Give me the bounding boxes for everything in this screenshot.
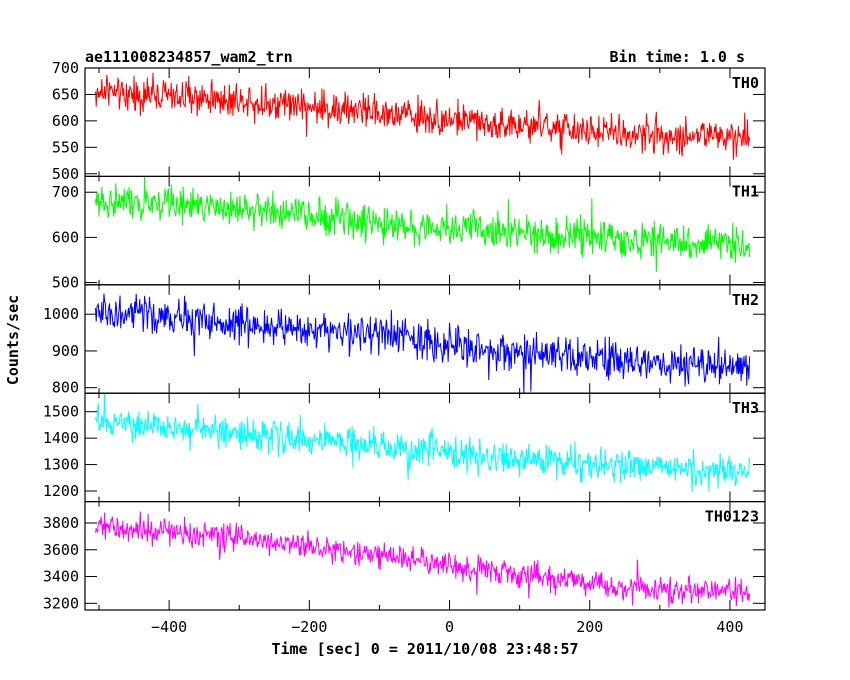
x-tick-label: −400 xyxy=(151,618,187,636)
x-tick-label: 400 xyxy=(716,618,743,636)
panel-th0123: 3200 3400 3600 3800 TH0123 xyxy=(43,501,766,612)
y-tick-label: 3600 xyxy=(43,541,79,559)
y-tick-label: 550 xyxy=(52,138,79,156)
x-tick-label: 0 xyxy=(445,618,454,636)
y-tick-label: 1200 xyxy=(43,482,79,500)
y-tick-label: 500 xyxy=(52,274,79,292)
panel-label-th3: TH3 xyxy=(732,399,759,417)
y-tick-label: 1000 xyxy=(43,305,79,323)
panel-th3: 1200 1300 1400 1500 TH3 xyxy=(43,392,766,503)
y-tick-label: 900 xyxy=(52,342,79,360)
series-line-th0 xyxy=(95,72,751,160)
panel-label-th1: TH1 xyxy=(732,182,759,200)
y-tick-label: 600 xyxy=(52,112,79,130)
panel-th2: 800 900 1000 TH2 xyxy=(43,284,766,397)
y-tick-label: 700 xyxy=(52,183,79,201)
y-tick-label: 3400 xyxy=(43,568,79,586)
series-line-th1 xyxy=(95,176,751,273)
panel-label-th0123: TH0123 xyxy=(705,508,759,526)
series-line-th2 xyxy=(95,293,751,394)
y-axis-title: Counts/sec xyxy=(4,295,22,385)
x-tick-label: −200 xyxy=(291,618,327,636)
panel-label-th0: TH0 xyxy=(732,74,759,92)
series-line-th3 xyxy=(95,393,751,493)
y-tick-label: 700 xyxy=(52,59,79,77)
y-tick-label: 1500 xyxy=(43,403,79,421)
y-tick-label: 3200 xyxy=(43,594,79,612)
y-tick-label: 1400 xyxy=(43,429,79,447)
x-axis-title: Time [sec] 0 = 2011/10/08 23:48:57 xyxy=(271,640,578,658)
bin-time-label: Bin time: 1.0 s xyxy=(610,48,745,66)
series-line-th0123 xyxy=(95,511,751,608)
panel-label-th2: TH2 xyxy=(732,291,759,309)
chart-title: ae111008234857_wam2_trn xyxy=(85,48,293,66)
panels-group: 500 550 600 650 700 TH0 500 600 700 TH1 800 900 1000… xyxy=(43,59,766,636)
y-tick-label: 650 xyxy=(52,85,79,103)
panel-frame xyxy=(84,501,766,611)
x-tick-label: 200 xyxy=(576,618,603,636)
y-tick-label: 800 xyxy=(52,379,79,397)
y-tick-label: 600 xyxy=(52,228,79,246)
y-tick-label: 500 xyxy=(52,165,79,183)
panel-th0: 500 550 600 650 700 TH0 xyxy=(52,59,766,183)
panel-th1: 500 600 700 TH1 xyxy=(52,175,766,292)
y-tick-label: 1300 xyxy=(43,456,79,474)
y-tick-label: 3800 xyxy=(43,514,79,532)
